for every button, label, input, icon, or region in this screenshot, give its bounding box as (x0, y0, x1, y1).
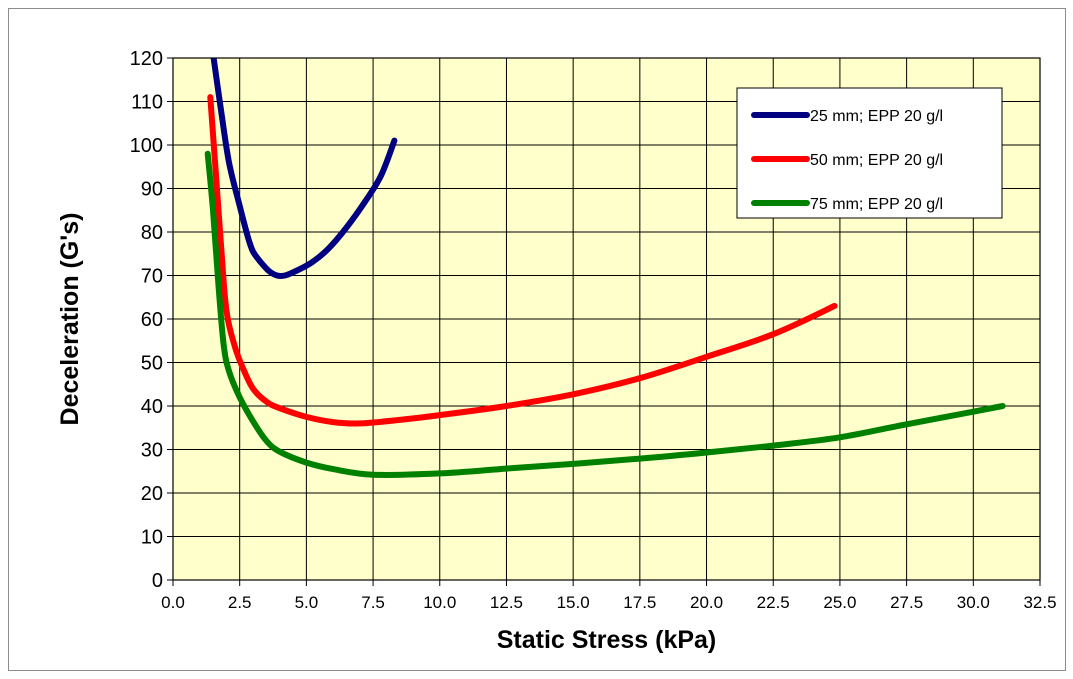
x-tick-label: 25.0 (823, 593, 856, 612)
y-tick-label: 0 (152, 570, 163, 592)
y-axis-title: Deceleration (G's) (56, 213, 84, 426)
x-tick-label: 12.5 (490, 593, 523, 612)
x-tick-label: 7.5 (361, 593, 385, 612)
x-tick-label: 27.5 (890, 593, 923, 612)
y-tick-label: 40 (141, 396, 163, 418)
y-tick-label: 60 (141, 309, 163, 331)
y-tick-label: 70 (141, 266, 163, 288)
x-tick-label: 15.0 (557, 593, 590, 612)
y-tick-label: 100 (130, 135, 163, 157)
x-tick-label: 2.5 (228, 593, 252, 612)
x-tick-label: 0.0 (161, 593, 185, 612)
legend-label-1: 25 mm; EPP 20 g/l (810, 108, 943, 125)
x-tick-label: 10.0 (423, 593, 456, 612)
y-tick-label: 10 (141, 527, 163, 549)
series-line-3 (204, 150, 1006, 478)
series-line-1 (210, 58, 398, 280)
y-tick-label: 80 (141, 222, 163, 244)
x-tick-label: 22.5 (757, 593, 790, 612)
y-tick-label: 30 (141, 440, 163, 462)
legend-label-3: 75 mm; EPP 20 g/l (810, 196, 943, 213)
plot-border (172, 57, 1041, 581)
legend-box (736, 87, 1003, 219)
x-tick-label: 30.0 (957, 593, 990, 612)
y-tick-label: 90 (141, 179, 163, 201)
series-line-2 (207, 94, 838, 427)
legend-label-2: 50 mm; EPP 20 g/l (810, 152, 943, 169)
y-tick-label: 50 (141, 353, 163, 375)
y-tick-label: 110 (131, 92, 163, 114)
x-tick-label: 17.5 (623, 593, 656, 612)
x-tick-label: 20.0 (690, 593, 723, 612)
x-axis-title: Static Stress (kPa) (497, 626, 717, 654)
x-tick-label: 32.5 (1023, 593, 1056, 612)
x-tick-label: 5.0 (295, 593, 319, 612)
y-tick-label: 120 (130, 48, 163, 70)
y-tick-label: 20 (141, 483, 163, 505)
